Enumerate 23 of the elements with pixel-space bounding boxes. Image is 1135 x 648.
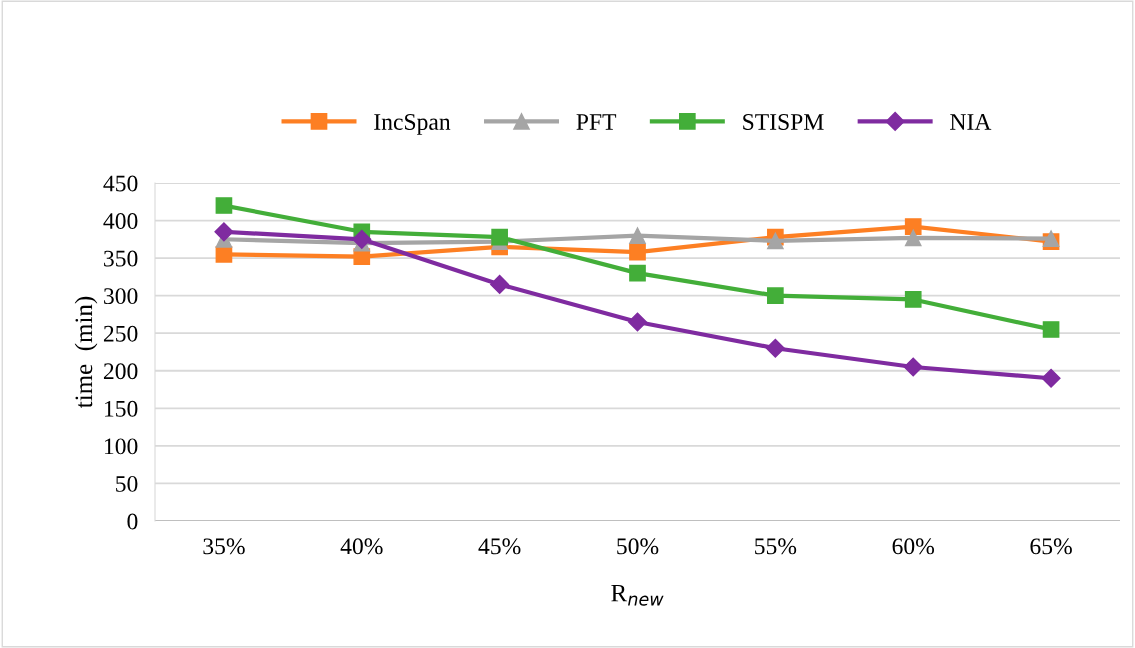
x-tick-label: 45% xyxy=(478,538,521,555)
y-tick-label: 50 xyxy=(116,475,138,492)
x-tick-label: 65% xyxy=(1030,538,1072,555)
x-tick-label: 60% xyxy=(892,538,935,555)
y-tick-label: 0 xyxy=(127,513,138,530)
y-tick-label: 300 xyxy=(104,288,138,305)
y-tick-label: 350 xyxy=(104,250,138,267)
legend-label: PFT xyxy=(576,114,617,130)
x-axis-title: R$_{new}$ xyxy=(611,584,664,606)
y-tick-label: 150 xyxy=(104,400,138,417)
y-tick-label: 100 xyxy=(104,438,138,455)
y-axis-title: time (min) xyxy=(74,296,98,408)
legend-label: IncSpan xyxy=(374,114,451,135)
x-tick-label: 55% xyxy=(755,538,797,555)
y-tick-label: 200 xyxy=(103,363,138,380)
y-tick-label: 250 xyxy=(103,325,138,342)
x-tick-label: 35% xyxy=(203,538,245,555)
legend-label: STISPM xyxy=(743,114,824,130)
x-tick-label: 50% xyxy=(617,538,659,555)
x-tick-label: 40% xyxy=(340,538,383,555)
legend-label: NIA xyxy=(950,114,992,130)
y-tick-label: 400 xyxy=(103,213,138,229)
y-tick-label: 450 xyxy=(103,175,138,192)
